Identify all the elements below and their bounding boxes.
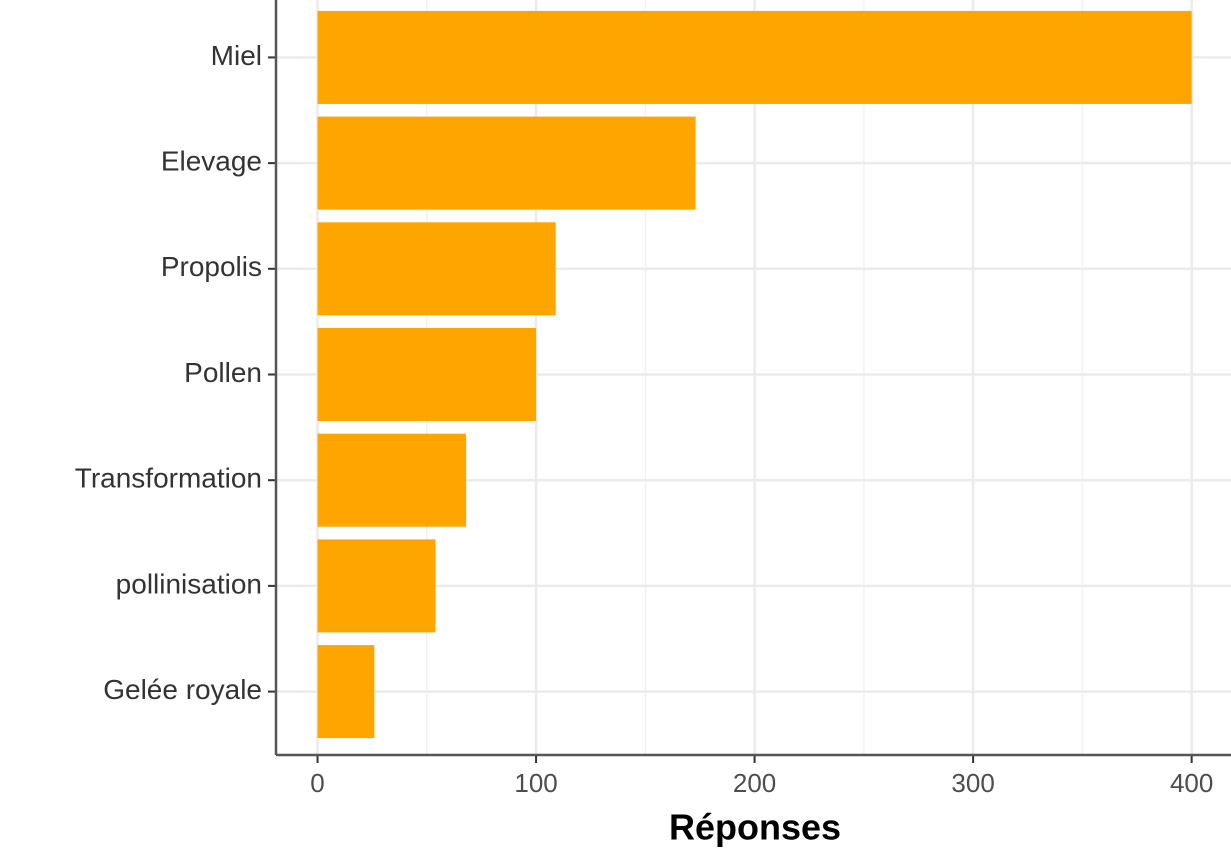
x-tick-label: 100 [514, 768, 557, 798]
x-tick-label: 300 [951, 768, 994, 798]
bar [317, 116, 696, 210]
y-tick-label: Pollen [184, 357, 262, 388]
y-tick-label: Miel [211, 40, 262, 71]
bar [317, 645, 375, 739]
x-tick-label: 400 [1170, 768, 1213, 798]
y-tick-label: Propolis [161, 251, 262, 282]
x-tick-label: 200 [733, 768, 776, 798]
x-tick-label: 0 [310, 768, 324, 798]
y-tick-label: pollinisation [116, 568, 262, 599]
bar [317, 10, 1192, 104]
bar [317, 539, 436, 633]
y-tick-label: Transformation [75, 463, 262, 494]
bar [317, 433, 467, 527]
x-axis-title: Réponses [669, 807, 841, 848]
bar [317, 327, 537, 422]
bar [317, 222, 556, 316]
y-tick-label: Elevage [161, 146, 262, 177]
y-tick-label: Gelée royale [103, 674, 262, 705]
